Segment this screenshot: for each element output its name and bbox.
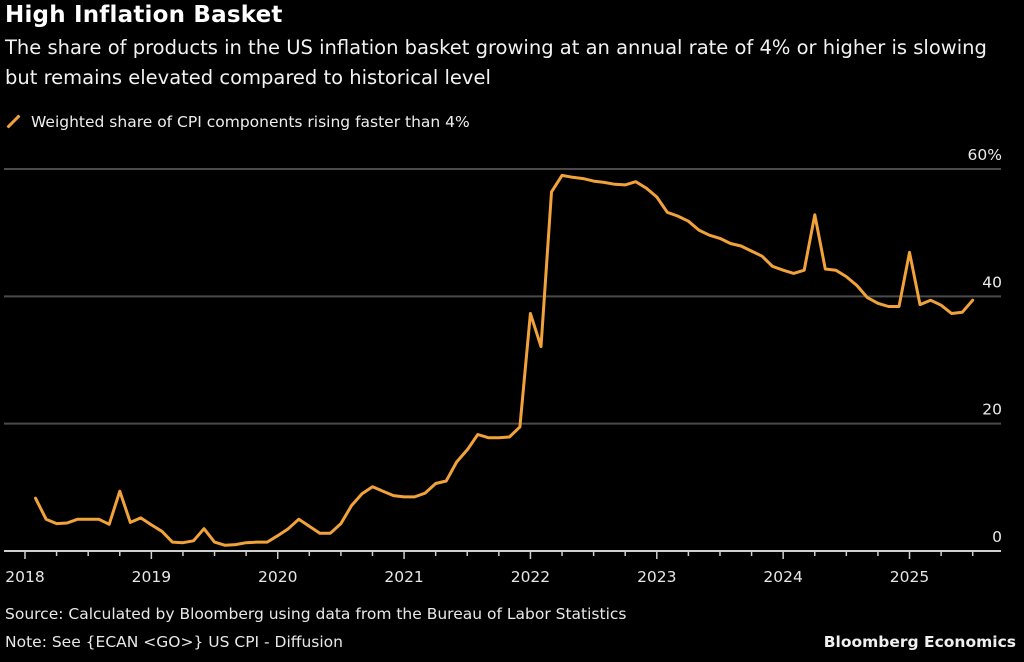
x-tick-label: 2019 — [132, 568, 171, 586]
gridlines — [4, 168, 1001, 425]
footnote: Note: See {ECAN <GO>} US CPI - Diffusion — [5, 633, 343, 651]
series-line — [34, 173, 975, 547]
x-tick-label: 2023 — [637, 568, 676, 586]
chart-subtitle: The share of products in the US inflatio… — [5, 36, 987, 89]
legend-label: Weighted share of CPI components rising … — [31, 113, 470, 131]
y-tick-label: 20 — [982, 401, 1002, 419]
brand-label: Bloomberg Economics — [823, 633, 1016, 651]
x-tick-label: 2018 — [5, 568, 44, 586]
source-note: Source: Calculated by Bloomberg using da… — [5, 605, 627, 623]
x-tick-label: 2024 — [763, 568, 802, 586]
chart-title: High Inflation Basket — [5, 2, 283, 28]
legend: Weighted share of CPI components rising … — [5, 113, 470, 131]
y-tick-label: 60% — [968, 146, 1002, 164]
y-tick-label: 40 — [982, 273, 1002, 291]
x-tick-label: 2020 — [258, 568, 297, 586]
x-tick-label: 2021 — [384, 568, 423, 586]
y-axis: 0 20 40 60% — [968, 146, 1002, 546]
x-tick-label: 2025 — [890, 568, 929, 586]
series-layer — [34, 173, 975, 547]
y-tick-label: 0 — [992, 528, 1002, 546]
x-axis: 2018 2019 2020 2021 2022 2023 2024 2025 — [4, 550, 1001, 586]
x-tick-label: 2022 — [511, 568, 550, 586]
